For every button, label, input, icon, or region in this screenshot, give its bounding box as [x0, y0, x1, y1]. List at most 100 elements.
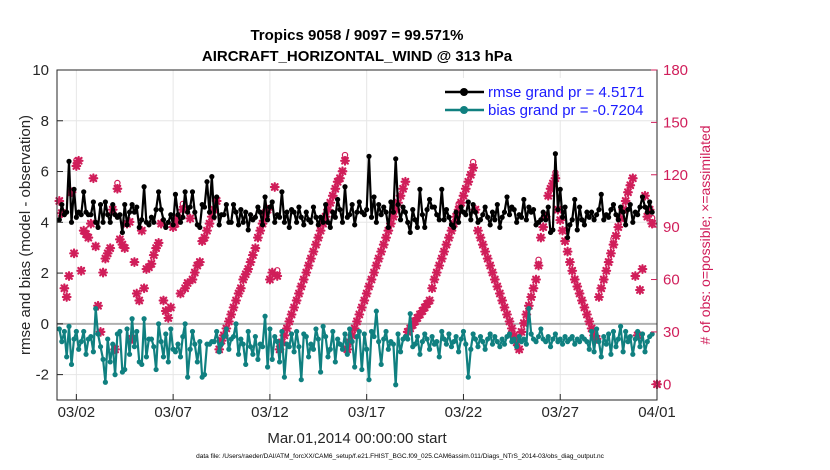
obs-assimilated-stroke	[353, 317, 361, 326]
rmse-data-point	[337, 207, 343, 213]
rmse-data-point	[395, 201, 401, 208]
bias-data-point	[56, 326, 62, 332]
obs-assimilated-stroke	[190, 268, 199, 277]
bias-data-point	[562, 333, 568, 340]
rmse-data-point	[102, 199, 108, 205]
obs-assimilated-stroke	[527, 293, 536, 301]
obs-assimilated-point	[475, 232, 486, 243]
obs-assimilated-point	[436, 253, 447, 264]
bias-data-point	[453, 333, 459, 340]
rmse-data-point	[165, 219, 171, 225]
bias-data-point	[73, 328, 79, 335]
obs-possible-point	[341, 151, 349, 159]
obs-assimilated-stroke	[401, 177, 410, 186]
rmse-data-point	[468, 217, 474, 223]
bias-data-point	[288, 331, 295, 337]
obs-assimilated-point	[369, 267, 379, 278]
obs-assimilated-stroke	[316, 226, 325, 235]
bias-data-point	[83, 351, 89, 357]
rmse-data-point	[342, 184, 348, 190]
bias-data-point	[480, 339, 486, 345]
rmse-data-point	[228, 219, 234, 225]
obs-assimilated-point	[76, 265, 87, 276]
bias-data-point	[494, 339, 500, 345]
bias-data-point	[393, 382, 399, 388]
obs-assimilated-stroke	[246, 258, 255, 267]
rmse-data-point	[349, 201, 355, 208]
obs-assimilated-point	[608, 239, 619, 250]
rmse-data-point	[574, 227, 580, 233]
y-right-tick-label: 30	[663, 324, 680, 341]
obs-assimilated-stroke	[113, 184, 122, 193]
obs-assimilated-point	[477, 239, 488, 250]
bias-data-point	[465, 374, 471, 380]
obs-assimilated-point	[303, 260, 314, 271]
bias-data-point	[644, 339, 650, 345]
rmse-data-point	[240, 219, 246, 225]
rmse-data-point	[625, 207, 631, 213]
obs-assimilated-point	[337, 166, 348, 177]
rmse-data-point	[378, 212, 384, 218]
obs-assimilated-stroke	[476, 233, 485, 242]
rmse-data-point	[601, 217, 607, 223]
bias-data-point	[615, 336, 621, 342]
rmse-data-point	[233, 209, 239, 215]
obs-assimilated-point	[424, 295, 435, 306]
rmse-data-point	[117, 212, 123, 218]
bias-data-point	[458, 336, 464, 342]
obs-assimilated-stroke	[510, 331, 519, 340]
obs-assimilated-stroke	[624, 188, 632, 197]
rmse-data-point	[477, 217, 484, 223]
obs-assimilated-stroke	[580, 303, 589, 312]
bias-data-point	[247, 344, 254, 350]
obs-assimilated-stroke	[229, 303, 238, 312]
bias-data-point	[325, 354, 331, 360]
rmse-data-point	[78, 212, 84, 218]
obs-assimilated-point	[112, 183, 123, 194]
rmse-data-point	[105, 212, 111, 218]
obs-assimilated-point	[325, 197, 336, 208]
rmse-data-point	[543, 217, 549, 223]
bias-data-point	[180, 333, 186, 340]
obs-assimilated-point	[543, 190, 554, 201]
obs-assimilated-stroke	[149, 251, 158, 260]
rmse-data-point	[456, 219, 462, 225]
obs-assimilated-stroke	[382, 233, 390, 242]
rmse-data-point	[422, 224, 428, 230]
obs-assimilated-stroke	[89, 174, 98, 183]
obs-assimilated-stroke	[312, 240, 320, 249]
obs-assimilated-point	[613, 222, 624, 233]
bias-data-point	[294, 328, 300, 335]
rmse-data-point	[308, 219, 314, 225]
bias-data-point	[543, 339, 549, 345]
obs-assimilated-point	[291, 295, 302, 306]
x-tick-label: 04/01	[638, 404, 676, 421]
rmse-data-point	[472, 209, 479, 215]
obs-assimilated-stroke	[539, 223, 548, 232]
y-tick-label: 10	[32, 62, 49, 79]
bias-data-point	[361, 331, 367, 337]
bias-data-point	[492, 333, 498, 340]
rmse-data-point	[90, 199, 96, 205]
bias-data-point	[264, 364, 271, 370]
bias-data-point	[426, 346, 433, 352]
bias-data-point	[419, 339, 426, 345]
rmse-data-point	[286, 224, 292, 230]
obs-assimilated-point	[482, 253, 493, 264]
rmse-data-point	[332, 214, 338, 220]
obs-assimilated-stroke	[86, 219, 95, 228]
bias-data-point	[434, 339, 440, 345]
obs-assimilated-stroke	[529, 284, 538, 293]
obs-assimilated-stroke	[99, 268, 108, 277]
bias-data-point	[218, 341, 225, 347]
bias-data-point	[378, 361, 384, 368]
rmse-data-point	[148, 214, 155, 220]
obs-assimilated-point	[64, 271, 74, 281]
rmse-data-point	[201, 204, 208, 210]
rmse-data-point	[214, 194, 220, 200]
obs-assimilated-stroke	[464, 177, 473, 186]
rmse-data-point	[107, 219, 113, 225]
rmse-data-point	[623, 222, 629, 228]
obs-assimilated-point	[153, 237, 164, 248]
